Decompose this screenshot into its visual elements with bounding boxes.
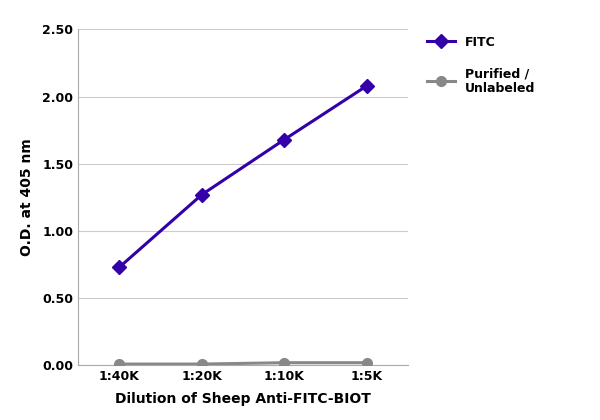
Purified /
Unlabeled [363,360,370,365]
X-axis label: Dilution of Sheep Anti-FITC-BIOT: Dilution of Sheep Anti-FITC-BIOT [115,391,371,406]
Y-axis label: O.D. at 405 nm: O.D. at 405 nm [20,139,34,256]
Purified /
Unlabeled [198,362,205,367]
Purified /
Unlabeled [116,362,123,367]
Line: Purified /
Unlabeled: Purified / Unlabeled [115,358,371,369]
Line: FITC: FITC [115,81,371,272]
Purified /
Unlabeled [281,360,288,365]
Legend: FITC, Purified /
Unlabeled: FITC, Purified / Unlabeled [427,36,535,95]
FITC [281,137,288,142]
FITC [198,192,205,197]
FITC [363,83,370,88]
FITC [116,265,123,270]
